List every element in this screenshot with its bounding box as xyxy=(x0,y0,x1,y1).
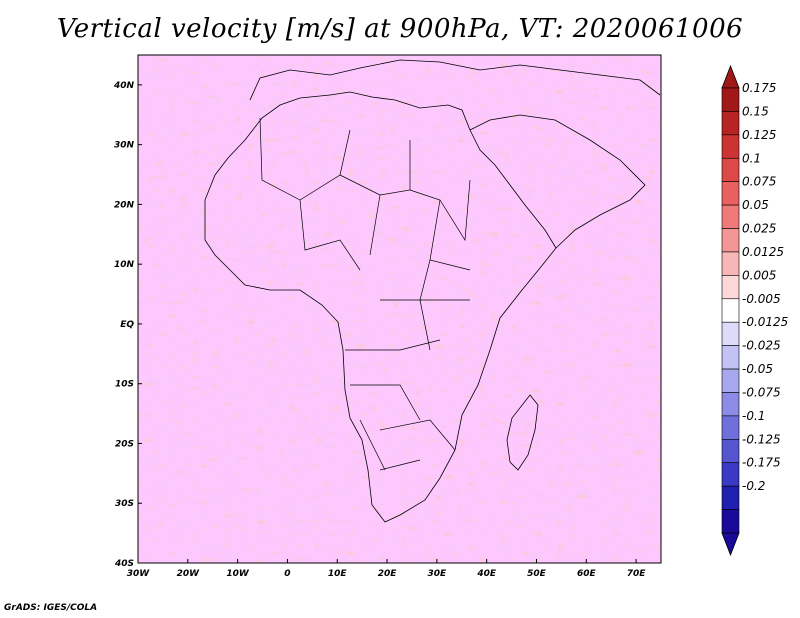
colorbar-swatch xyxy=(721,181,740,206)
colorbar-label: 0.075 xyxy=(742,175,776,189)
colorbar-label: -0.075 xyxy=(742,385,781,399)
lat-tick-label: 30S xyxy=(115,499,134,509)
colorbar-top-arrow xyxy=(721,64,740,89)
lon-tick-label: 40E xyxy=(476,569,497,579)
colorbar-label: -0.175 xyxy=(742,456,781,470)
africa-coastline xyxy=(204,91,557,523)
colorbar-label: -0.0125 xyxy=(742,315,788,329)
lat-tick-label: 10N xyxy=(114,260,135,270)
lon-tick-label: 20W xyxy=(177,569,201,579)
map-title: Vertical velocity [m/s] at 900hPa, VT: 2… xyxy=(56,14,744,44)
colorbar-swatch xyxy=(721,204,740,229)
lat-tick-label: 20N xyxy=(114,200,135,210)
vertical-velocity-field xyxy=(138,55,661,563)
colorbar-label: 0.005 xyxy=(742,268,776,282)
colorbar-swatch xyxy=(721,87,740,112)
grads-credit: GrADS: IGES/COLA xyxy=(4,603,98,613)
colorbar-label: 0.125 xyxy=(742,128,776,142)
lon-tick-label: 10W xyxy=(226,569,250,579)
lat-tick-label: 10S xyxy=(115,380,134,390)
colorbar-label: -0.1 xyxy=(742,409,765,423)
colorbar-swatch xyxy=(721,321,740,346)
colorbar-label: 0.15 xyxy=(742,104,769,118)
colorbar-label: 0.025 xyxy=(742,222,776,236)
colorbar-swatch xyxy=(721,509,740,534)
colorbar-swatch xyxy=(721,275,740,300)
colorbar-swatch xyxy=(721,228,740,253)
colorbar-swatch xyxy=(721,368,740,393)
colorbar-swatch xyxy=(721,392,740,417)
colorbar-label: -0.005 xyxy=(742,292,781,306)
lat-tick-label: 40S xyxy=(114,559,134,569)
colorbar-swatch xyxy=(721,157,740,182)
colorbar-swatch xyxy=(721,298,740,323)
colorbar-label: -0.2 xyxy=(742,479,765,493)
colorbar-label: 0.175 xyxy=(742,81,776,95)
lon-tick-label: 30E xyxy=(428,569,448,579)
lon-tick-label: 0 xyxy=(284,569,290,579)
colorbar-swatch xyxy=(721,462,740,487)
colorbar-swatch xyxy=(721,485,740,510)
colorbar-label: 0.05 xyxy=(742,198,769,212)
country-borders xyxy=(259,117,471,471)
lon-tick-label: 10E xyxy=(328,569,348,579)
colorbar-swatch xyxy=(721,111,740,136)
lon-tick-label: 70E xyxy=(627,569,647,579)
lon-tick-label: 50E xyxy=(527,569,547,579)
colorbar-label: 0.1 xyxy=(742,151,761,165)
lat-tick-label: 40N xyxy=(113,81,135,91)
colorbar-swatch xyxy=(721,439,740,464)
colorbar-swatch xyxy=(721,251,740,276)
colorbar-bottom-arrow xyxy=(721,532,740,557)
lon-tick-label: 20E xyxy=(378,569,398,579)
europe-coastline xyxy=(249,59,661,101)
colorbar-swatch xyxy=(721,415,740,440)
colorbar-label: 0.0125 xyxy=(742,245,784,259)
madagascar-coastline xyxy=(506,394,539,471)
arabian-peninsula-coastline xyxy=(469,114,646,249)
colorbar-label: -0.125 xyxy=(742,432,781,446)
lat-tick-label: 20S xyxy=(115,439,134,449)
colorbar-label: -0.025 xyxy=(742,339,781,353)
colorbar-label: -0.05 xyxy=(742,362,773,376)
latitude-axis: 40S 30S 20S 10S EQ 10N 20N 30N 40N xyxy=(113,81,142,569)
lon-tick-label: 30W xyxy=(127,569,151,579)
colorbar-swatch xyxy=(721,345,740,370)
coastlines-and-borders xyxy=(204,59,661,523)
lon-tick-label: 60E xyxy=(577,569,597,579)
longitude-axis: 30W 20W 10W 0 10E 20E 30E 40E 50E 60E 70E xyxy=(127,559,647,579)
lat-tick-label: EQ xyxy=(120,320,134,330)
plot-frame xyxy=(137,54,662,564)
lat-tick-label: 30N xyxy=(114,141,135,151)
colorbar-swatch xyxy=(721,134,740,159)
